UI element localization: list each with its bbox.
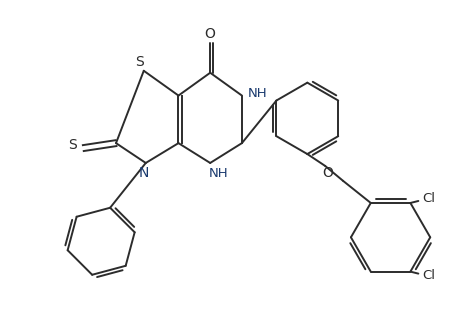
Text: N: N (139, 166, 149, 180)
Text: Cl: Cl (422, 269, 435, 282)
Text: NH: NH (208, 167, 228, 180)
Text: Cl: Cl (422, 192, 435, 205)
Text: S: S (68, 138, 77, 152)
Text: NH: NH (248, 87, 267, 100)
Text: O: O (205, 27, 216, 41)
Text: S: S (135, 55, 144, 69)
Text: O: O (322, 166, 334, 180)
